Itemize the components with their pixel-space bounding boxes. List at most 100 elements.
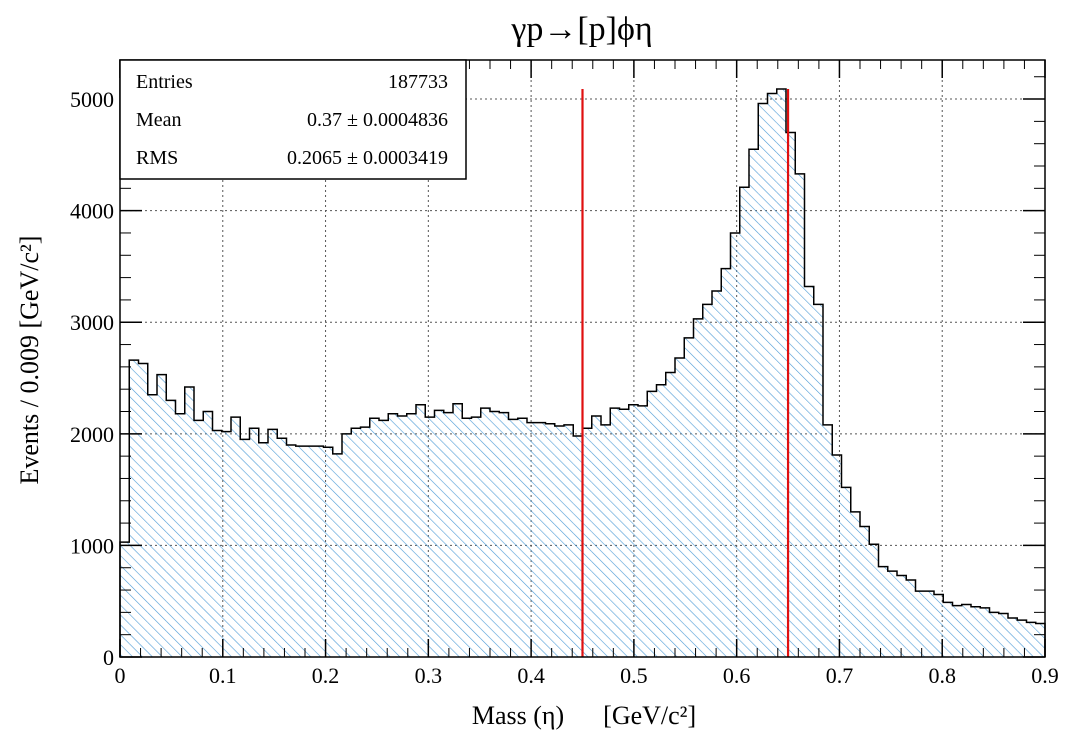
histogram-bin xyxy=(369,418,379,657)
stats-entries-label: Entries xyxy=(136,71,193,93)
histogram-outline xyxy=(119,88,1046,657)
histogram-bin xyxy=(850,511,860,657)
histogram-bin xyxy=(1017,620,1027,657)
histogram-bin xyxy=(1008,617,1018,657)
x-tick-label: 0.7 xyxy=(826,663,854,688)
histogram-bin xyxy=(730,232,740,657)
histogram-bins xyxy=(120,89,1045,658)
histogram-bin xyxy=(601,424,611,657)
histogram-bin xyxy=(887,571,897,657)
histogram-bin xyxy=(767,93,777,658)
histogram-bin xyxy=(416,404,426,657)
y-axis-title: Events / 0.009 [GeV/c²] xyxy=(15,236,44,485)
histogram-bin xyxy=(619,409,629,657)
stats-mean-value: 0.37 ± 0.0004836 xyxy=(307,109,448,131)
x-tick-labels: 0 0.1 0.2 0.3 0.4 0.5 0.6 0.7 0.8 0.9 xyxy=(115,663,1059,688)
y-tick-label: 1000 xyxy=(70,533,114,558)
histogram-bin xyxy=(221,431,231,657)
histogram-bin xyxy=(490,411,500,657)
histogram-bin xyxy=(610,408,620,657)
histogram-bin xyxy=(656,384,666,657)
histogram-bin xyxy=(628,404,638,657)
histogram-bin xyxy=(323,447,333,657)
histogram-bin xyxy=(545,423,555,657)
x-tick-label: 0.6 xyxy=(723,663,751,688)
histogram-bin xyxy=(175,413,185,657)
histogram-bin xyxy=(120,542,130,657)
histogram-bin xyxy=(998,613,1008,657)
histogram-bin xyxy=(268,429,278,657)
histogram-bin xyxy=(795,173,805,657)
histogram-bin xyxy=(129,360,139,657)
histogram-bin xyxy=(379,420,389,657)
histogram-bin xyxy=(693,318,703,657)
histogram-bin xyxy=(194,420,204,657)
y-tick-label: 2000 xyxy=(70,422,114,447)
histogram-bin xyxy=(684,337,694,657)
histogram-bin xyxy=(961,604,971,657)
histogram-bin xyxy=(425,417,435,657)
y-tick-label: 4000 xyxy=(70,199,114,224)
x-tick-label: 0.4 xyxy=(517,663,545,688)
y-tick-label: 3000 xyxy=(70,310,114,335)
histogram-bin xyxy=(952,605,962,657)
histogram-bin xyxy=(869,544,879,657)
histogram-bin xyxy=(564,424,574,657)
histogram-bin xyxy=(480,408,490,657)
histogram-bin xyxy=(1035,623,1045,657)
x-tick-label: 0.2 xyxy=(312,663,340,688)
histogram-bin xyxy=(591,415,601,657)
histogram-bin xyxy=(184,386,194,657)
histogram-bin xyxy=(342,433,352,657)
histogram-bin xyxy=(286,444,296,657)
histogram-bin xyxy=(860,526,870,657)
histogram-bin xyxy=(406,413,416,657)
histogram-bin xyxy=(351,428,361,657)
histogram-bin xyxy=(277,438,287,657)
histogram-bin xyxy=(554,426,564,657)
histogram-bin xyxy=(823,424,833,657)
x-tick-label: 0.5 xyxy=(620,663,648,688)
stats-entries-value: 187733 xyxy=(388,71,448,93)
y-tick-label: 0 xyxy=(103,645,114,670)
histogram-bin xyxy=(527,422,537,657)
y-tick-labels: 0 1000 2000 3000 4000 5000 xyxy=(70,87,114,670)
x-tick-label: 0.9 xyxy=(1031,663,1059,688)
histogram-bin xyxy=(582,428,592,657)
histogram-bin xyxy=(971,606,981,657)
histogram-bin xyxy=(832,455,842,657)
histogram-bin xyxy=(314,446,324,657)
plot-frame xyxy=(119,59,1046,658)
histogram-bin xyxy=(758,103,768,657)
histogram-bin xyxy=(813,304,823,657)
histogram-bin xyxy=(517,418,527,657)
stats-rms-value: 0.2065 ± 0.0003419 xyxy=(287,147,448,169)
histogram-bin xyxy=(906,580,916,657)
histogram-bin xyxy=(934,594,944,657)
x-tick-label: 0.1 xyxy=(209,663,237,688)
histogram-bin xyxy=(739,187,749,657)
x-axis-title: Mass (η) [GeV/c²] xyxy=(472,701,696,730)
histogram-bin xyxy=(878,566,888,657)
histogram-bin xyxy=(138,363,148,657)
histogram-bin xyxy=(1026,622,1036,657)
histogram-bin xyxy=(258,442,268,657)
histogram-bin xyxy=(434,410,444,657)
histogram-bin xyxy=(157,374,167,657)
histogram-bin xyxy=(749,149,759,657)
y-tick-label: 5000 xyxy=(70,87,114,112)
histogram-bin xyxy=(712,290,722,657)
histogram-bin xyxy=(638,405,648,657)
histogram-bin xyxy=(295,446,305,657)
histogram-bin xyxy=(915,591,925,657)
histogram-bin xyxy=(240,439,250,657)
histogram-bin xyxy=(721,268,731,657)
histogram-bin xyxy=(388,413,398,657)
histogram-bin xyxy=(499,412,509,657)
histogram-bin xyxy=(675,357,685,657)
histogram-bin xyxy=(943,602,953,657)
histogram-bin xyxy=(536,422,546,657)
histogram-bin xyxy=(305,446,315,657)
histogram-bin xyxy=(702,304,712,657)
